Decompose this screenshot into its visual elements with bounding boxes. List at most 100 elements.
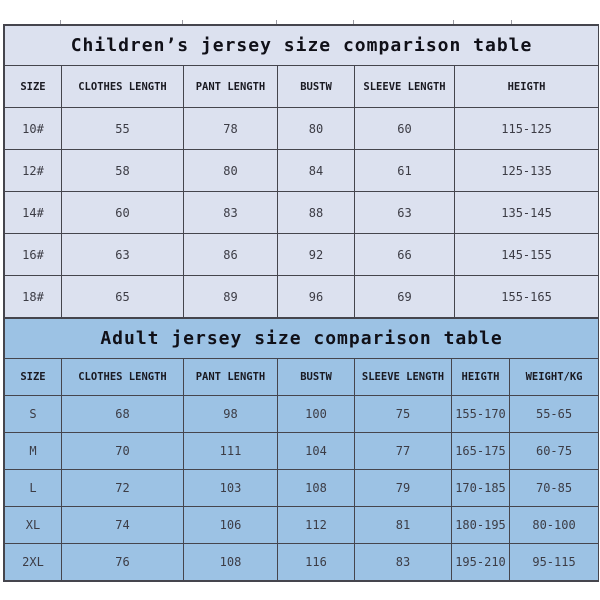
value-cell: 60-75 (508, 432, 600, 470)
value-cell: 115-125 (453, 107, 600, 150)
adult-column-header-2: PANT LENGTH (183, 358, 278, 396)
value-cell: 135-145 (453, 191, 600, 234)
value-cell: 58 (61, 149, 184, 192)
value-cell: 66 (354, 233, 455, 276)
size-cell: 14# (4, 191, 62, 234)
children-column-header-3: BUSTW (277, 65, 355, 108)
adult-data-row: 2XL 76 108 116 83 195-210 95-115 (4, 543, 600, 581)
value-cell: 80 (277, 107, 355, 150)
children-table-title: Children’s jersey size comparison table (3, 25, 600, 66)
size-cell: 10# (4, 107, 62, 150)
crop-artifact-tick (276, 20, 277, 24)
adult-table-title: Adult jersey size comparison table (3, 318, 600, 359)
size-cell: M (4, 432, 62, 470)
adult-data-row: L 72 103 108 79 170-185 70-85 (4, 469, 600, 507)
size-cell: S (4, 395, 62, 433)
size-cell: 16# (4, 233, 62, 276)
value-cell: 100 (277, 395, 355, 433)
value-cell: 83 (354, 543, 452, 581)
value-cell: 108 (183, 543, 278, 581)
children-data-row: 12# 58 80 84 61 125-135 (4, 149, 600, 192)
children-data-row: 10# 55 78 80 60 115-125 (4, 107, 600, 150)
adult-column-header-6: WEIGHT/KG (508, 358, 600, 396)
value-cell: 86 (183, 233, 278, 276)
children-header-row: SIZE CLOTHES LENGTH PANT LENGTH BUSTW SLEEVE… (4, 65, 600, 108)
adult-data-row: S 68 98 100 75 155-170 55-65 (4, 395, 600, 433)
children-data-row: 14# 60 83 88 63 135-145 (4, 191, 600, 234)
children-column-header-1: CLOTHES LENGTH (61, 65, 184, 108)
adult-data-row: M 70 111 104 77 165-175 60-75 (4, 432, 600, 470)
adult-column-header-0: SIZE (4, 358, 62, 396)
value-cell: 70 (61, 432, 184, 470)
value-cell: 112 (277, 506, 355, 544)
value-cell: 103 (183, 469, 278, 507)
value-cell: 106 (183, 506, 278, 544)
value-cell: 95-115 (508, 543, 600, 581)
size-cell: XL (4, 506, 62, 544)
crop-artifact-tick (453, 20, 454, 24)
value-cell: 80 (183, 149, 278, 192)
value-cell: 170-185 (451, 469, 510, 507)
adult-column-header-1: CLOTHES LENGTH (61, 358, 184, 396)
value-cell: 83 (183, 191, 278, 234)
adult-title-row: Adult jersey size comparison table (3, 318, 600, 359)
value-cell: 55 (61, 107, 184, 150)
value-cell: 74 (61, 506, 184, 544)
adult-column-header-3: BUSTW (277, 358, 355, 396)
value-cell: 145-155 (453, 233, 600, 276)
value-cell: 111 (183, 432, 278, 470)
crop-artifact-tick (353, 20, 354, 24)
value-cell: 81 (354, 506, 452, 544)
value-cell: 63 (354, 191, 455, 234)
children-title-row: Children’s jersey size comparison table (3, 25, 600, 66)
children-column-header-0: SIZE (4, 65, 62, 108)
value-cell: 69 (354, 275, 455, 318)
value-cell: 104 (277, 432, 355, 470)
value-cell: 70-85 (508, 469, 600, 507)
value-cell: 116 (277, 543, 355, 581)
adult-column-header-5: HEIGTH (451, 358, 510, 396)
value-cell: 80-100 (508, 506, 600, 544)
value-cell: 98 (183, 395, 278, 433)
value-cell: 60 (61, 191, 184, 234)
children-data-row: 16# 63 86 92 66 145-155 (4, 233, 600, 276)
crop-artifact-tick (60, 20, 61, 24)
children-column-header-2: PANT LENGTH (183, 65, 278, 108)
value-cell: 84 (277, 149, 355, 192)
size-cell: 2XL (4, 543, 62, 581)
size-tables: Children’s jersey size comparison table S… (3, 24, 600, 582)
adult-data-row: XL 74 106 112 81 180-195 80-100 (4, 506, 600, 544)
crop-artifact-tick (182, 20, 183, 24)
value-cell: 96 (277, 275, 355, 318)
value-cell: 92 (277, 233, 355, 276)
value-cell: 108 (277, 469, 355, 507)
children-size-table: Children’s jersey size comparison table S… (3, 25, 600, 318)
value-cell: 89 (183, 275, 278, 318)
value-cell: 75 (354, 395, 452, 433)
value-cell: 77 (354, 432, 452, 470)
value-cell: 72 (61, 469, 184, 507)
value-cell: 125-135 (453, 149, 600, 192)
adult-column-header-4: SLEEVE LENGTH (354, 358, 452, 396)
value-cell: 65 (61, 275, 184, 318)
adult-size-table: Adult jersey size comparison table SIZE CL… (3, 318, 600, 581)
value-cell: 61 (354, 149, 455, 192)
value-cell: 180-195 (451, 506, 510, 544)
children-column-header-4: SLEEVE LENGTH (354, 65, 455, 108)
value-cell: 88 (277, 191, 355, 234)
crop-artifact-tick (511, 20, 512, 24)
value-cell: 76 (61, 543, 184, 581)
size-cell: L (4, 469, 62, 507)
value-cell: 155-170 (451, 395, 510, 433)
children-column-header-5: HEIGTH (453, 65, 600, 108)
value-cell: 78 (183, 107, 278, 150)
value-cell: 79 (354, 469, 452, 507)
adult-header-row: SIZE CLOTHES LENGTH PANT LENGTH BUSTW SLEEVE… (4, 358, 600, 396)
value-cell: 195-210 (451, 543, 510, 581)
value-cell: 60 (354, 107, 455, 150)
value-cell: 63 (61, 233, 184, 276)
value-cell: 155-165 (453, 275, 600, 318)
value-cell: 68 (61, 395, 184, 433)
value-cell: 165-175 (451, 432, 510, 470)
